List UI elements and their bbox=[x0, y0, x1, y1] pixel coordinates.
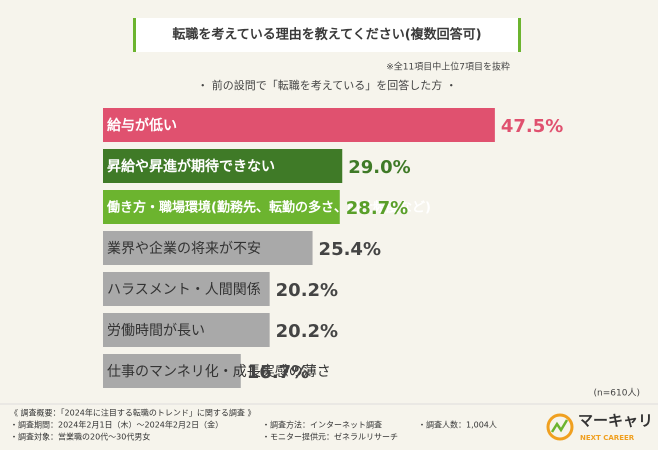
value-label: 47.5% bbox=[501, 116, 563, 137]
footer-item: ・モニター提供元：ゼネラルリサーチ bbox=[262, 432, 398, 442]
footer-heading: 《 調査概要：「2024年に注目する転職のトレンド」に関する調査 》 bbox=[10, 408, 255, 418]
value-label: 25.4% bbox=[319, 239, 381, 260]
sample-size: (n=610人) bbox=[594, 388, 640, 399]
value-label: 29.0% bbox=[348, 157, 410, 178]
title-box bbox=[133, 18, 521, 52]
category-label: 労働時間が長い bbox=[107, 323, 205, 339]
footer-item: ・調査方法：インターネット調査 bbox=[262, 420, 382, 430]
category-label: 働き方・職場環境(勤務先、転勤の多さ、出社頻度など) bbox=[106, 200, 431, 216]
title-border bbox=[518, 18, 521, 52]
value-label: 20.2% bbox=[276, 321, 338, 342]
bar bbox=[103, 190, 340, 224]
chart-title: 転職を考えている理由を教えてください(複数回答可) bbox=[172, 27, 481, 43]
bar bbox=[103, 149, 343, 183]
logo-tagline: NEXT CAREER bbox=[580, 434, 635, 442]
title-border bbox=[133, 18, 136, 52]
category-label: 給与が低い bbox=[107, 117, 177, 134]
bar bbox=[103, 231, 313, 265]
logo-icon bbox=[550, 419, 569, 433]
category-label: ハラスメント・人間関係 bbox=[107, 282, 261, 298]
value-label: 16.7% bbox=[247, 362, 309, 383]
bar bbox=[103, 354, 241, 388]
footer-item: ・調査人数：1,004人 bbox=[418, 420, 497, 430]
value-label: 28.7% bbox=[346, 198, 408, 219]
logo-name: マーキャリ bbox=[578, 412, 653, 430]
bar bbox=[103, 272, 270, 306]
logo-icon bbox=[546, 413, 574, 441]
bar bbox=[103, 313, 270, 347]
bar bbox=[103, 108, 495, 142]
category-label: 仕事のマンネリ化・成長実感の薄さ bbox=[107, 363, 331, 380]
footer-item: ・調査対象：営業職の20代～30代男女 bbox=[10, 432, 150, 442]
note: ※全11項目中上位7項目を抜粋 bbox=[386, 61, 510, 73]
subtitle: ・ 前の設問で「転職を考えている」を回答した方 ・ bbox=[197, 78, 456, 92]
category-label: 業界や企業の将来が不安 bbox=[107, 240, 261, 257]
category-label: 昇給や昇進が期待できない bbox=[107, 158, 275, 175]
footer-item: ・調査期間：2024年2月1日（木）～2024年2月2日（金） bbox=[10, 420, 223, 430]
value-label: 20.2% bbox=[276, 280, 338, 301]
